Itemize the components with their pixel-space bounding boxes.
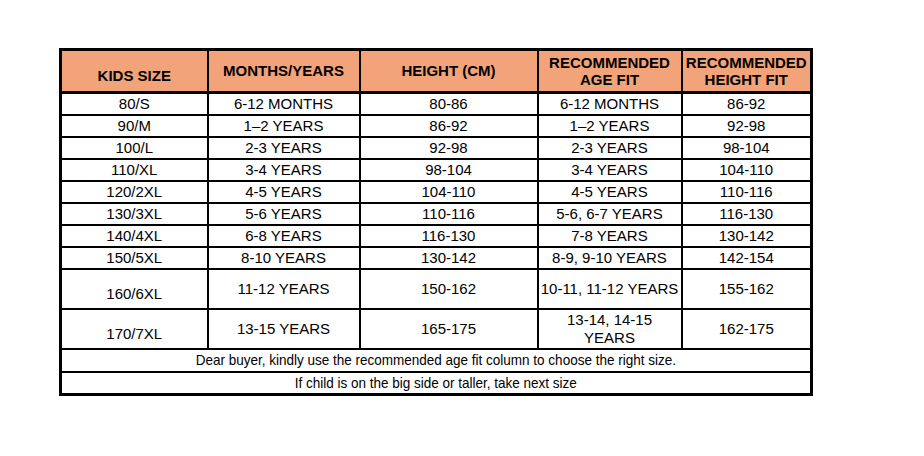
header-row: KIDS SIZE MONTHS/YEARS HEIGHT (CM) RECOM… [61, 50, 812, 93]
column-header-recommended-age-fit: RECOMMENDED AGE FIT [538, 50, 682, 93]
cell-height-fit: 155-162 [682, 269, 812, 309]
cell-height-fit: 104-110 [682, 159, 812, 181]
table-header: KIDS SIZE MONTHS/YEARS HEIGHT (CM) RECOM… [61, 50, 812, 93]
cell-months-years: 1–2 YEARS [208, 115, 360, 137]
cell-height-fit: 142-154 [682, 247, 812, 269]
cell-height-fit: 98-104 [682, 137, 812, 159]
cell-age-fit: 1–2 YEARS [538, 115, 682, 137]
cell-age-fit: 2-3 YEARS [538, 137, 682, 159]
note-row-age-fit-advice: Dear buyer, kindly use the recommended a… [61, 349, 812, 372]
table-row-80s: 80/S 6-12 MONTHS 80-86 6-12 MONTHS 86-92 [61, 93, 812, 115]
table-row-100l: 100/L 2-3 YEARS 92-98 2-3 YEARS 98-104 [61, 137, 812, 159]
cell-months-years: 5-6 YEARS [208, 203, 360, 225]
cell-kids-size: 160/6XL [61, 269, 208, 309]
cell-height-cm: 110-116 [360, 203, 538, 225]
cell-age-fit: 4-5 YEARS [538, 181, 682, 203]
column-header-height-cm: HEIGHT (CM) [360, 50, 538, 93]
cell-months-years: 13-15 YEARS [208, 309, 360, 349]
cell-age-fit: 10-11, 11-12 YEARS [538, 269, 682, 309]
table-row-120-2xl: 120/2XL 4-5 YEARS 104-110 4-5 YEARS 110-… [61, 181, 812, 203]
cell-height-fit: 162-175 [682, 309, 812, 349]
column-header-months-years: MONTHS/YEARS [208, 50, 360, 93]
cell-height-cm: 116-130 [360, 225, 538, 247]
column-header-recommended-height-fit: RECOMMENDED HEIGHT FIT [682, 50, 812, 93]
cell-height-cm: 150-162 [360, 269, 538, 309]
kids-size-chart-table: KIDS SIZE MONTHS/YEARS HEIGHT (CM) RECOM… [59, 48, 813, 396]
cell-age-fit: 3-4 YEARS [538, 159, 682, 181]
cell-height-cm: 98-104 [360, 159, 538, 181]
cell-height-fit: 86-92 [682, 93, 812, 115]
cell-months-years: 8-10 YEARS [208, 247, 360, 269]
table-row-110xl: 110/XL 3-4 YEARS 98-104 3-4 YEARS 104-11… [61, 159, 812, 181]
table-row-170-7xl: 170/7XL 13-15 YEARS 165-175 13-14, 14-15… [61, 309, 812, 349]
table-row-140-4xl: 140/4XL 6-8 YEARS 116-130 7-8 YEARS 130-… [61, 225, 812, 247]
cell-age-fit: 7-8 YEARS [538, 225, 682, 247]
cell-age-fit: 8-9, 9-10 YEARS [538, 247, 682, 269]
table-row-90m: 90/M 1–2 YEARS 86-92 1–2 YEARS 92-98 [61, 115, 812, 137]
note-cell: Dear buyer, kindly use the recommended a… [61, 349, 812, 372]
cell-months-years: 6-8 YEARS [208, 225, 360, 247]
cell-kids-size: 150/5XL [61, 247, 208, 269]
table-body: 80/S 6-12 MONTHS 80-86 6-12 MONTHS 86-92… [61, 93, 812, 349]
cell-kids-size: 80/S [61, 93, 208, 115]
note-text-size-up: If child is on the big side or taller, t… [295, 374, 577, 391]
cell-height-fit: 116-130 [682, 203, 812, 225]
table-row-150-5xl: 150/5XL 8-10 YEARS 130-142 8-9, 9-10 YEA… [61, 247, 812, 269]
table-row-130-3xl: 130/3XL 5-6 YEARS 110-116 5-6, 6-7 YEARS… [61, 203, 812, 225]
cell-kids-size: 120/2XL [61, 181, 208, 203]
cell-height-fit: 130-142 [682, 225, 812, 247]
cell-height-cm: 104-110 [360, 181, 538, 203]
cell-months-years: 6-12 MONTHS [208, 93, 360, 115]
cell-age-fit: 13-14, 14-15 YEARS [538, 309, 682, 349]
cell-age-fit: 6-12 MONTHS [538, 93, 682, 115]
cell-months-years: 4-5 YEARS [208, 181, 360, 203]
note-row-size-up-advice: If child is on the big side or taller, t… [61, 372, 812, 395]
cell-height-cm: 80-86 [360, 93, 538, 115]
cell-months-years: 11-12 YEARS [208, 269, 360, 309]
cell-height-cm: 130-142 [360, 247, 538, 269]
table-footer: Dear buyer, kindly use the recommended a… [61, 349, 812, 395]
cell-months-years: 3-4 YEARS [208, 159, 360, 181]
cell-kids-size: 90/M [61, 115, 208, 137]
cell-kids-size: 130/3XL [61, 203, 208, 225]
note-text-age-fit: Dear buyer, kindly use the recommended a… [196, 351, 676, 368]
cell-height-cm: 92-98 [360, 137, 538, 159]
cell-kids-size: 100/L [61, 137, 208, 159]
column-header-kids-size: KIDS SIZE [61, 50, 208, 93]
cell-kids-size: 170/7XL [61, 309, 208, 349]
size-chart-page: KIDS SIZE MONTHS/YEARS HEIGHT (CM) RECOM… [0, 0, 924, 456]
cell-months-years: 2-3 YEARS [208, 137, 360, 159]
cell-kids-size: 140/4XL [61, 225, 208, 247]
cell-height-cm: 165-175 [360, 309, 538, 349]
table-row-160-6xl: 160/6XL 11-12 YEARS 150-162 10-11, 11-12… [61, 269, 812, 309]
cell-height-cm: 86-92 [360, 115, 538, 137]
cell-kids-size: 110/XL [61, 159, 208, 181]
cell-age-fit: 5-6, 6-7 YEARS [538, 203, 682, 225]
cell-height-fit: 110-116 [682, 181, 812, 203]
cell-height-fit: 92-98 [682, 115, 812, 137]
note-cell: If child is on the big side or taller, t… [61, 372, 812, 395]
